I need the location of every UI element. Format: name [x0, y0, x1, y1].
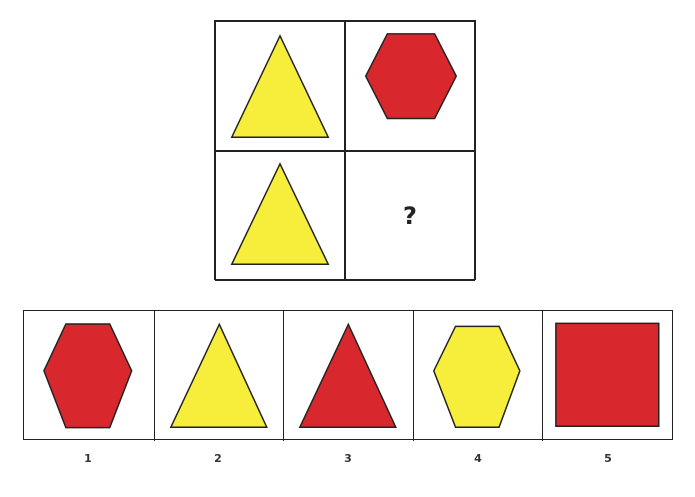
option-label-3: 3	[344, 452, 352, 465]
answer-options	[23, 310, 673, 441]
option-label-4: 4	[474, 452, 482, 465]
triangle	[169, 322, 268, 428]
option-label-1: 1	[84, 452, 92, 465]
hexagon-shape	[432, 325, 521, 428]
triangle-shape	[169, 322, 268, 428]
triangle-shape	[298, 322, 398, 428]
hexagon	[364, 33, 458, 120]
square	[555, 322, 660, 427]
hexagon-shape	[43, 323, 133, 429]
puzzle-cell-top-left	[215, 21, 345, 151]
hexagon	[43, 323, 133, 429]
puzzle-cell-bottom-left	[215, 151, 345, 281]
option-labels: 1 2 3 4 5	[23, 452, 673, 465]
option-1[interactable]	[24, 311, 154, 441]
square-shape	[555, 322, 660, 427]
option-label-5: 5	[604, 452, 612, 465]
hexagon	[432, 325, 521, 428]
option-5[interactable]	[542, 311, 672, 441]
triangle	[230, 162, 330, 265]
option-4[interactable]	[412, 311, 543, 441]
triangle-shape	[230, 162, 330, 265]
puzzle-cell-missing: ?	[345, 151, 475, 281]
puzzle-grid: ?	[214, 20, 476, 281]
hexagon-shape	[364, 33, 458, 120]
triangle-shape	[230, 34, 330, 138]
option-2[interactable]	[153, 311, 284, 441]
option-label-2: 2	[214, 452, 222, 465]
option-3[interactable]	[283, 311, 413, 441]
triangle	[230, 34, 330, 138]
triangle	[298, 322, 398, 428]
question-mark: ?	[403, 202, 417, 230]
puzzle-cell-top-right	[345, 21, 475, 151]
